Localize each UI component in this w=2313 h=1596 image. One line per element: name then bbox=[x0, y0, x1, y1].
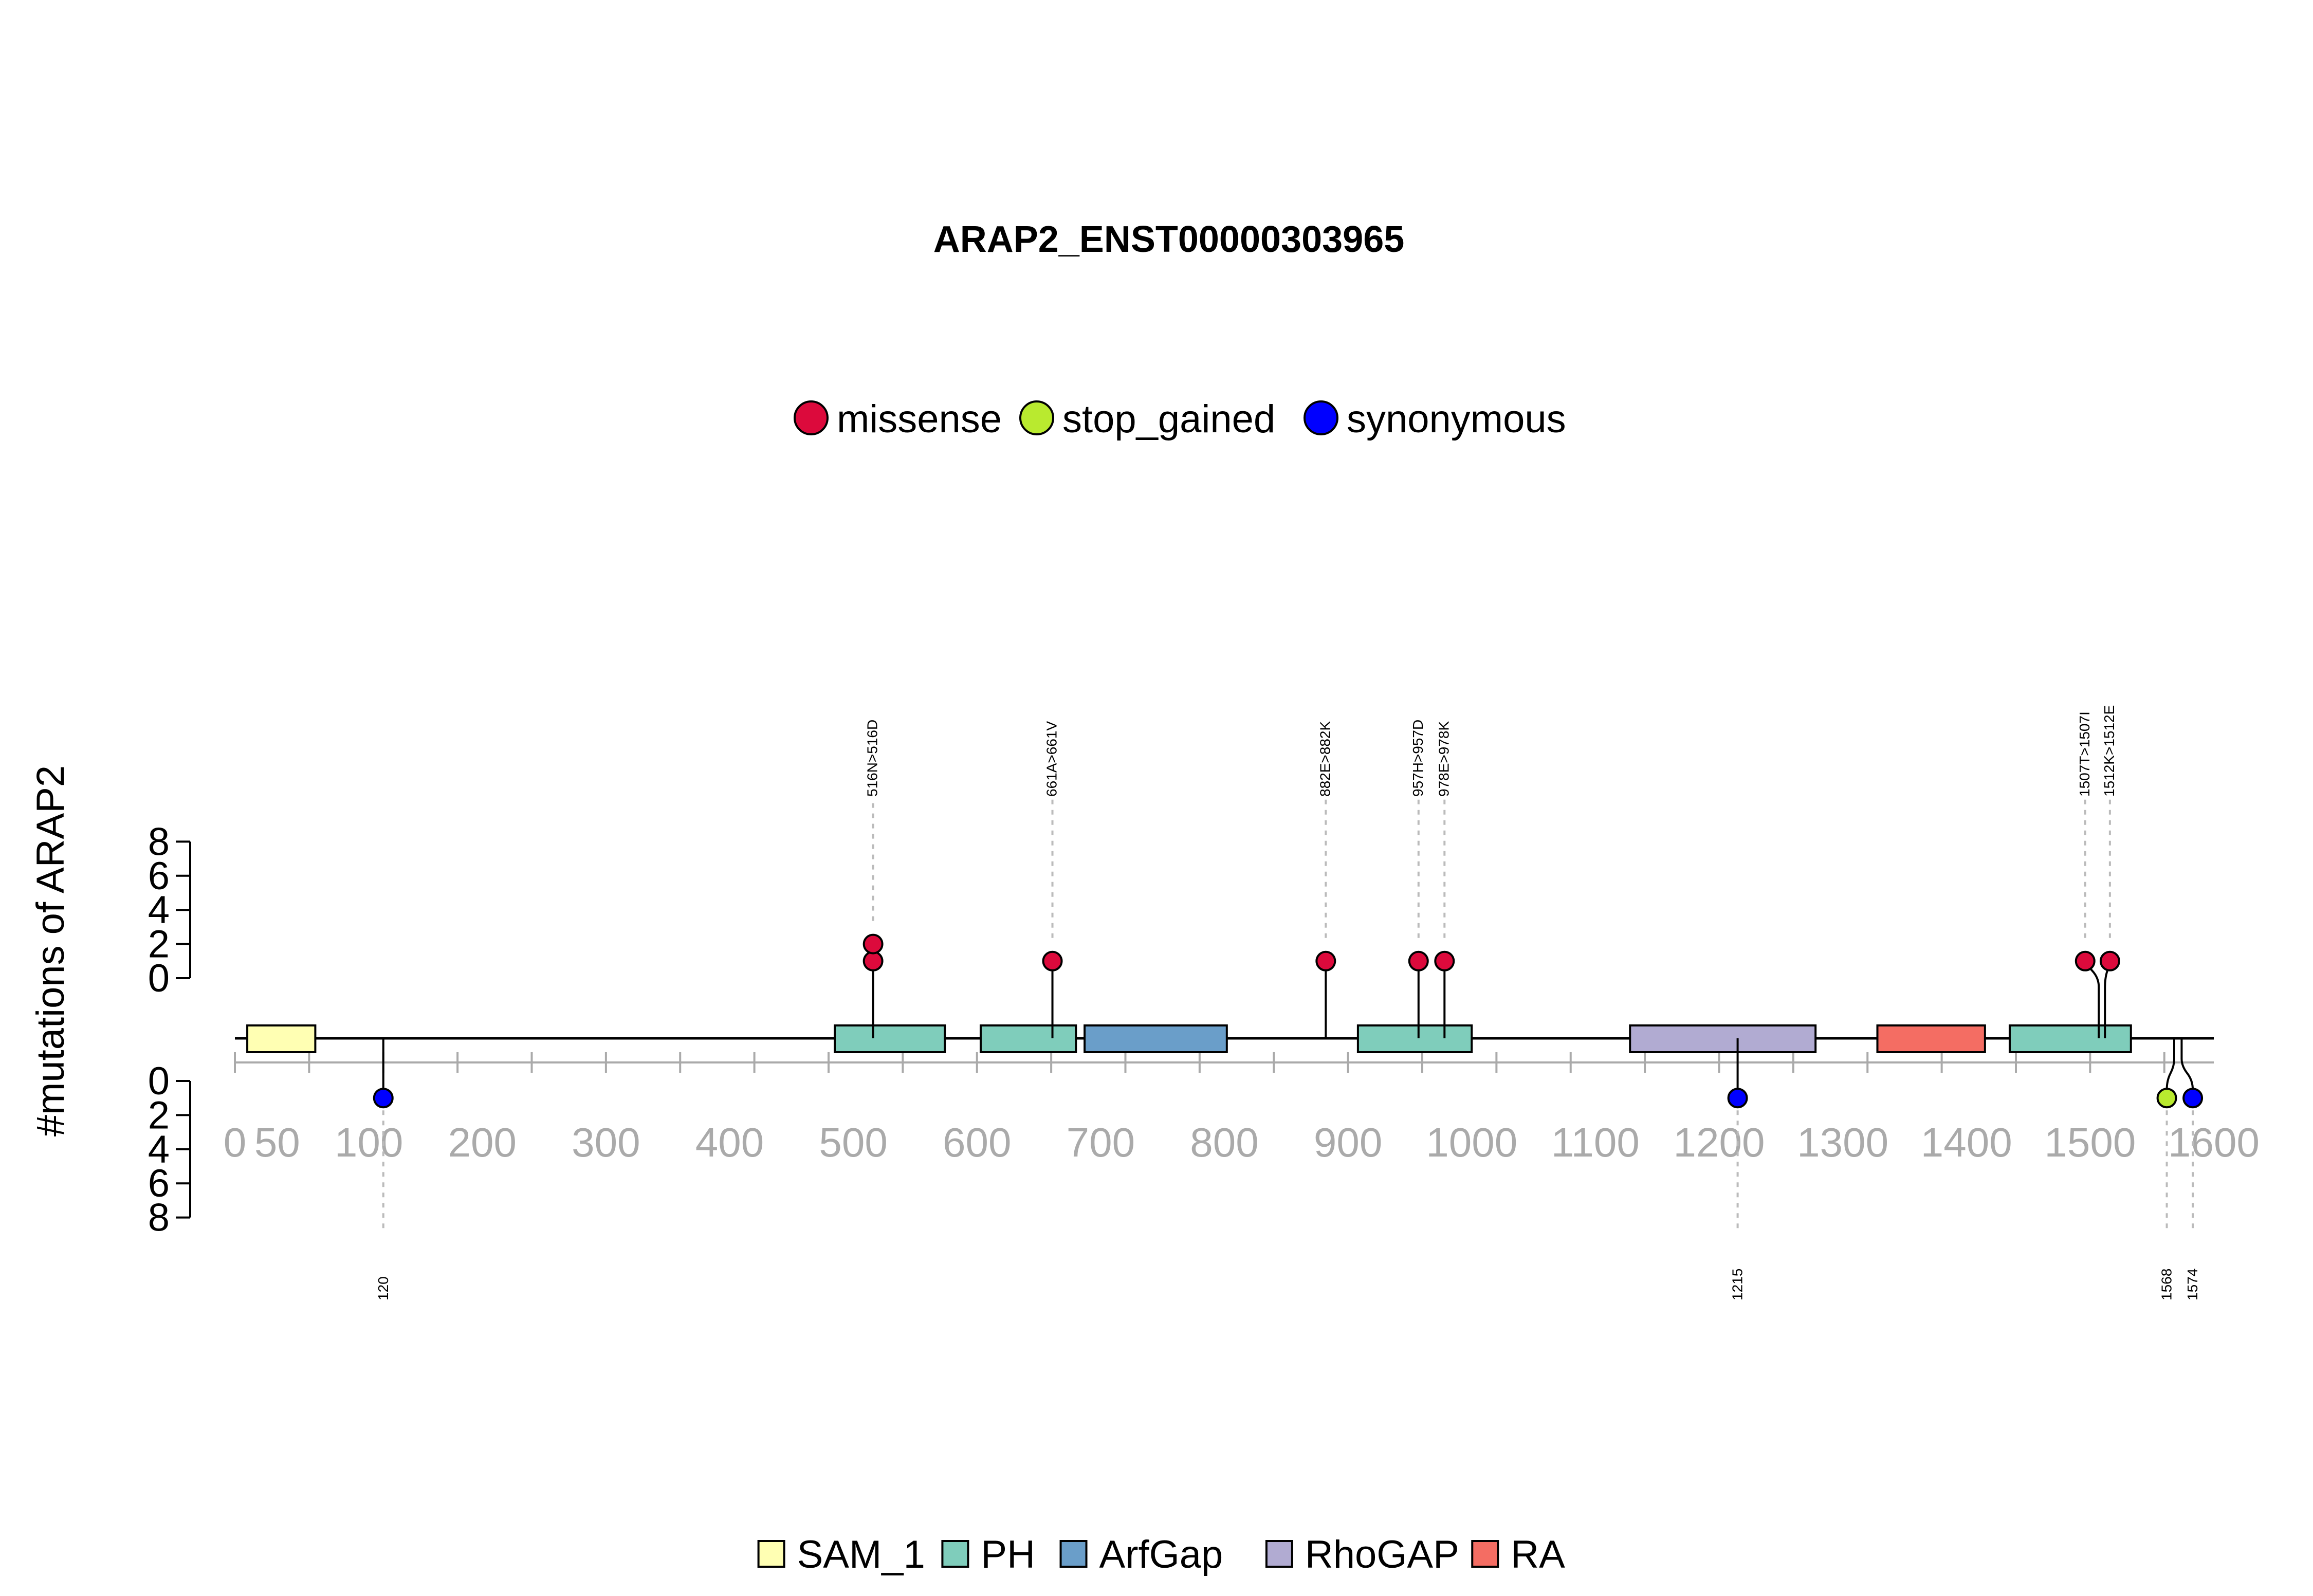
legend-marker-stop_gained bbox=[1019, 400, 1054, 435]
x-tick-label-1200: 1200 bbox=[1674, 1120, 1765, 1165]
legend-label-RA: RA bbox=[1511, 1533, 1565, 1576]
domain-SAM_1 bbox=[246, 1024, 317, 1053]
x-tick-label-600: 600 bbox=[943, 1120, 1011, 1165]
bottom-y-tick-label-2: 2 bbox=[148, 1093, 170, 1137]
x-tick-label-300: 300 bbox=[572, 1120, 640, 1165]
x-tick-label-1400: 1400 bbox=[1921, 1120, 2012, 1165]
domain-PH bbox=[1356, 1024, 1473, 1053]
mutation-dot-missense bbox=[2099, 950, 2120, 971]
mutation-dot-synonymous bbox=[1727, 1088, 1748, 1109]
mutation-stem bbox=[2165, 1038, 2175, 1098]
x-tick-label-1100: 1100 bbox=[1551, 1120, 1640, 1165]
x-tick-label-900: 900 bbox=[1314, 1120, 1382, 1165]
legend-label-SAM_1: SAM_1 bbox=[797, 1533, 925, 1576]
mutation-label: 661A>661V bbox=[1044, 721, 1060, 797]
x-tick-label-50: 50 bbox=[254, 1120, 300, 1165]
mutation-dot-synonymous bbox=[2182, 1088, 2204, 1109]
domain-ArfGap bbox=[1084, 1024, 1228, 1053]
legend-swatch-ArfGap bbox=[1059, 1540, 1088, 1568]
legend-label-missense: missense bbox=[837, 397, 1002, 441]
mutation-stem bbox=[2180, 1038, 2194, 1098]
legend-swatch-SAM_1 bbox=[757, 1540, 785, 1568]
legend-label-RhoGAP: RhoGAP bbox=[1305, 1533, 1459, 1576]
mutation-dot-missense bbox=[1408, 950, 1429, 971]
mutation-label: 120 bbox=[375, 1276, 391, 1300]
bottom-y-tick-label-0: 0 bbox=[148, 1059, 170, 1103]
mutation-dot-synonymous bbox=[373, 1088, 394, 1109]
x-tick-label-1600: 1600 bbox=[2168, 1120, 2260, 1165]
mutation-label: 516N>516D bbox=[865, 720, 880, 797]
x-tick-label-800: 800 bbox=[1190, 1120, 1258, 1165]
legend-marker-missense bbox=[794, 400, 829, 435]
x-tick-label-200: 200 bbox=[448, 1120, 517, 1165]
top-y-tick-label-8: 8 bbox=[148, 820, 170, 864]
top-y-tick-label-6: 6 bbox=[148, 854, 170, 898]
domain-RA bbox=[1876, 1024, 1986, 1053]
bottom-y-tick-label-4: 4 bbox=[148, 1128, 170, 1171]
top-y-tick-label-0: 0 bbox=[148, 957, 170, 1000]
bottom-y-tick-label-6: 6 bbox=[148, 1162, 170, 1205]
x-tick-label-100: 100 bbox=[335, 1120, 403, 1165]
legend-label-stop_gained: stop_gained bbox=[1062, 397, 1275, 441]
mutation-label: 1574 bbox=[2184, 1269, 2200, 1300]
mutation-dot-missense bbox=[1042, 950, 1063, 971]
mutation-label: 882E>882K bbox=[1317, 721, 1333, 797]
x-tick-label-1300: 1300 bbox=[1797, 1120, 1888, 1165]
mutation-label: 1215 bbox=[1730, 1269, 1746, 1300]
domain-RhoGAP bbox=[1629, 1024, 1817, 1053]
mutation-dot-missense bbox=[1434, 950, 1455, 971]
mutation-label: 1507T>1507I bbox=[2077, 711, 2092, 797]
y-axis-label: #mutations of ARAP2 bbox=[29, 765, 72, 1136]
domain-PH bbox=[2008, 1024, 2132, 1053]
mutation-dot-missense bbox=[2075, 950, 2096, 971]
bottom-y-tick-label-8: 8 bbox=[148, 1196, 170, 1240]
legend-swatch-RA bbox=[1471, 1540, 1499, 1568]
top-y-tick-label-2: 2 bbox=[148, 923, 170, 966]
domain-PH bbox=[979, 1024, 1077, 1053]
legend-label-ArfGap: ArfGap bbox=[1099, 1533, 1223, 1576]
x-tick-label-1500: 1500 bbox=[2044, 1120, 2136, 1165]
legend-label-PH: PH bbox=[981, 1533, 1035, 1576]
mutation-dot-missense bbox=[862, 933, 884, 955]
x-tick-label-0: 0 bbox=[224, 1120, 247, 1165]
x-tick-label-400: 400 bbox=[695, 1120, 764, 1165]
legend-label-synonymous: synonymous bbox=[1347, 397, 1566, 441]
legend-marker-synonymous bbox=[1304, 400, 1338, 435]
mutation-label: 978E>978K bbox=[1436, 721, 1452, 797]
x-tick-label-700: 700 bbox=[1067, 1120, 1135, 1165]
legend-swatch-PH bbox=[941, 1540, 969, 1568]
mutation-label: 957H>957D bbox=[1410, 720, 1426, 797]
legend-swatch-RhoGAP bbox=[1265, 1540, 1293, 1568]
mutation-dot-missense bbox=[1315, 950, 1336, 971]
mutation-dot-missense bbox=[862, 950, 884, 971]
mutation-dot-stop_gained bbox=[2156, 1088, 2177, 1109]
mutation-label: 1512K>1512E bbox=[2101, 705, 2117, 797]
domain-PH bbox=[834, 1024, 946, 1053]
top-y-tick-label-4: 4 bbox=[148, 888, 170, 932]
chart-title: ARAP2_ENST00000303965 bbox=[933, 219, 1405, 260]
x-tick-label-1000: 1000 bbox=[1426, 1120, 1517, 1165]
x-tick-label-500: 500 bbox=[819, 1120, 887, 1165]
mutation-label: 1568 bbox=[2159, 1269, 2175, 1300]
